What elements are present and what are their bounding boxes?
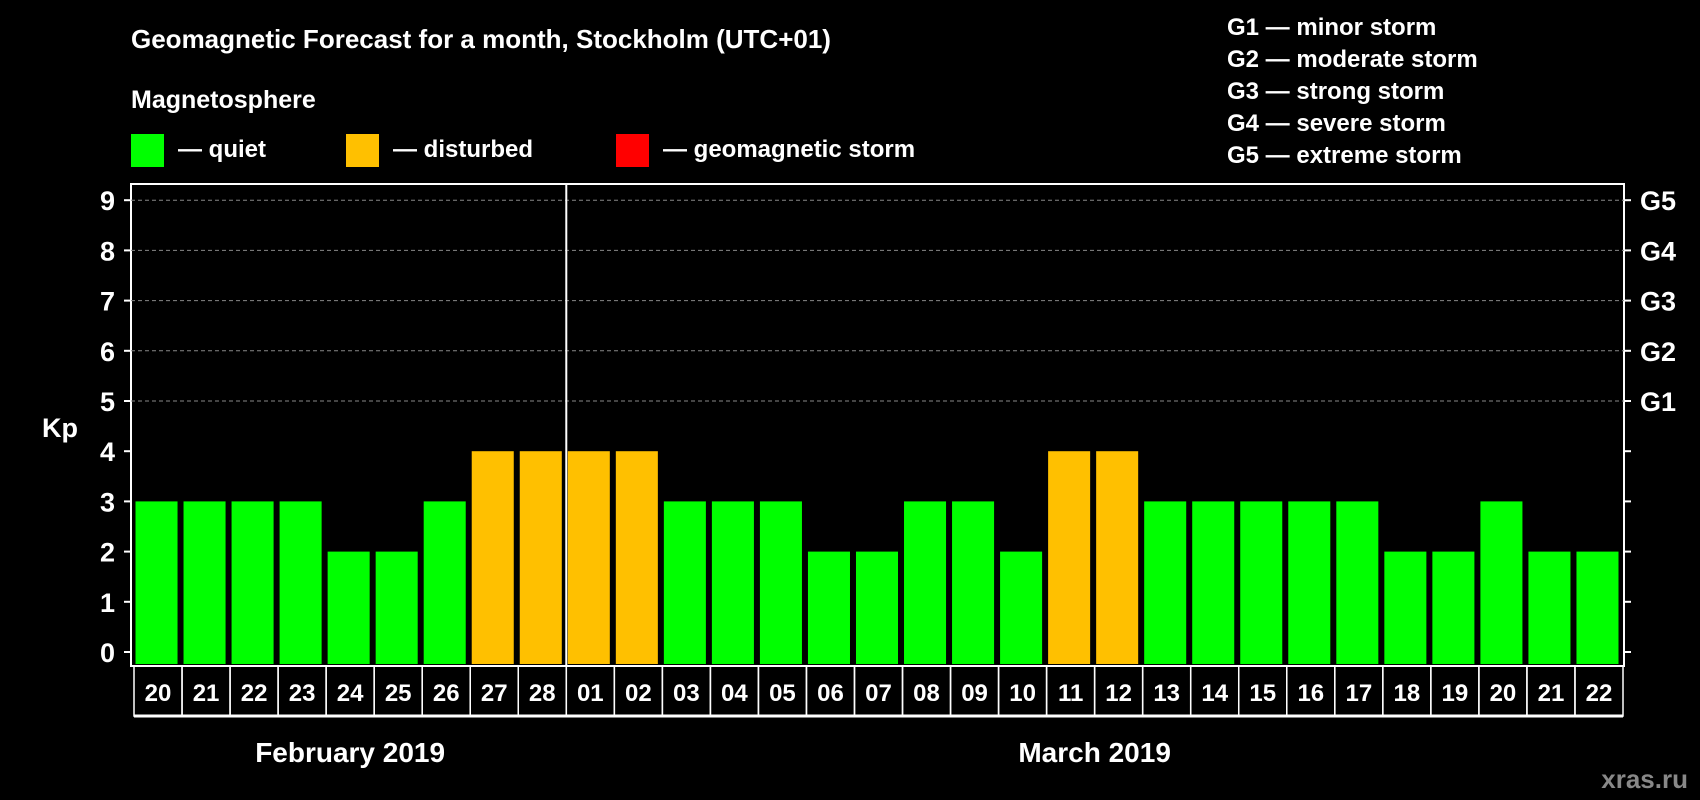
day-label: 03 xyxy=(673,680,700,707)
bar-24 xyxy=(327,551,370,664)
bar-01 xyxy=(567,451,610,664)
bar-11 xyxy=(1048,451,1091,664)
day-label: 01 xyxy=(577,680,604,707)
day-label: 17 xyxy=(1345,680,1372,707)
day-label: 19 xyxy=(1442,680,1469,707)
bar-10 xyxy=(1000,551,1043,664)
bar-16 xyxy=(1288,501,1331,664)
day-label: 21 xyxy=(1538,680,1565,707)
storm-scale-g4: G4 — severe storm xyxy=(1227,110,1446,137)
day-label: 22 xyxy=(241,680,268,707)
day-label: 04 xyxy=(721,680,748,707)
y-tick-label: 0 xyxy=(100,638,115,668)
bar-17 xyxy=(1336,501,1379,664)
bar-26 xyxy=(423,501,466,664)
watermark: xras.ru xyxy=(1601,764,1688,794)
day-label: 11 xyxy=(1058,680,1083,707)
bar-22 xyxy=(1576,551,1619,664)
day-label: 21 xyxy=(193,680,220,707)
bar-28 xyxy=(519,451,562,664)
bar-20 xyxy=(135,501,178,664)
day-label: 24 xyxy=(337,680,364,707)
day-label: 07 xyxy=(865,680,892,707)
legend-label: — disturbed xyxy=(393,136,534,163)
bar-02 xyxy=(615,451,658,664)
storm-scale-g2: G2 — moderate storm xyxy=(1227,46,1478,73)
day-label: 10 xyxy=(1009,680,1036,707)
bar-13 xyxy=(1144,501,1187,664)
day-label: 25 xyxy=(385,680,412,707)
y-tick-label: 9 xyxy=(100,186,115,216)
bar-06 xyxy=(807,551,850,664)
legend-swatch-disturbed xyxy=(346,133,379,167)
bar-09 xyxy=(952,501,995,664)
bar-14 xyxy=(1192,501,1235,664)
y-tick-label: 7 xyxy=(100,287,115,317)
right-tick-label: G3 xyxy=(1640,287,1676,317)
bar-22 xyxy=(231,501,274,664)
bar-21 xyxy=(183,501,226,664)
bar-23 xyxy=(279,501,322,664)
day-label: 06 xyxy=(817,680,844,707)
day-label: 14 xyxy=(1201,680,1228,707)
bar-27 xyxy=(471,451,514,664)
day-label: 08 xyxy=(913,680,940,707)
bar-04 xyxy=(711,501,754,664)
day-label: 05 xyxy=(769,680,796,707)
day-label: 22 xyxy=(1586,680,1613,707)
day-label: 02 xyxy=(625,680,652,707)
y-axis-label: Kp xyxy=(42,413,78,443)
month-label: February 2019 xyxy=(255,737,445,768)
y-tick-label: 3 xyxy=(100,487,115,517)
legend-quiet: — quiet xyxy=(131,133,266,167)
day-label: 16 xyxy=(1297,680,1324,707)
bar-20 xyxy=(1480,501,1523,664)
y-tick-label: 5 xyxy=(100,387,115,417)
bar-05 xyxy=(759,501,802,664)
day-label: 26 xyxy=(433,680,460,707)
bar-25 xyxy=(375,551,418,664)
day-label: 12 xyxy=(1105,680,1132,707)
legend-disturbed: — disturbed xyxy=(346,133,534,167)
day-label: 27 xyxy=(481,680,508,707)
y-tick-label: 6 xyxy=(100,337,115,367)
day-label: 18 xyxy=(1394,680,1421,707)
y-tick-label: 1 xyxy=(100,588,115,618)
right-tick-label: G1 xyxy=(1640,387,1676,417)
right-tick-label: G4 xyxy=(1640,236,1676,266)
chart-subtitle: Magnetosphere xyxy=(131,86,316,114)
day-label: 20 xyxy=(1490,680,1517,707)
y-tick-label: 4 xyxy=(100,437,115,467)
bar-19 xyxy=(1432,551,1475,664)
day-label: 20 xyxy=(145,680,172,707)
right-tick-label: G2 xyxy=(1640,337,1676,367)
storm-scale-g5: G5 — extreme storm xyxy=(1227,142,1462,169)
day-label: 09 xyxy=(961,680,988,707)
legend-label: — quiet xyxy=(178,136,266,163)
day-label: 28 xyxy=(529,680,556,707)
bar-12 xyxy=(1096,451,1139,664)
month-label: March 2019 xyxy=(1018,737,1171,768)
legend-label: — geomagnetic storm xyxy=(663,136,916,163)
bar-15 xyxy=(1240,501,1283,664)
bar-21 xyxy=(1528,551,1571,664)
day-label: 23 xyxy=(289,680,316,707)
day-label: 15 xyxy=(1249,680,1276,707)
day-label: 13 xyxy=(1153,680,1180,707)
legend-swatch-storm xyxy=(616,133,649,167)
bar-03 xyxy=(663,501,706,664)
storm-scale-g3: G3 — strong storm xyxy=(1227,78,1445,105)
storm-scale-g1: G1 — minor storm xyxy=(1227,14,1437,41)
chart-title: Geomagnetic Forecast for a month, Stockh… xyxy=(131,24,831,54)
bar-07 xyxy=(855,551,899,664)
y-tick-label: 2 xyxy=(100,538,115,568)
bar-18 xyxy=(1384,551,1427,664)
legend-storm: — geomagnetic storm xyxy=(616,133,916,167)
y-tick-label: 8 xyxy=(100,236,115,266)
right-tick-label: G5 xyxy=(1640,186,1676,216)
bar-08 xyxy=(904,501,947,664)
legend-swatch-quiet xyxy=(131,133,164,167)
